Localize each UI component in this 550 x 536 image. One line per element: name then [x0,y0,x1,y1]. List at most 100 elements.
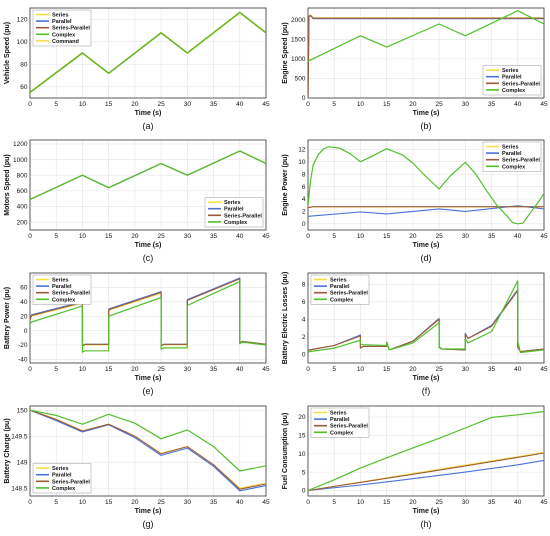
x-tick-label: 35 [210,499,218,506]
y-tick-label: 5 [302,469,306,476]
series-group [30,11,266,94]
y-tick-label: 4 [302,196,306,203]
x-tick-label: 0 [28,233,32,240]
y-axis-label: Engine Speed (pu) [282,22,289,83]
series-line-series-parallel [308,14,544,98]
y-tick-label: 2 [302,209,306,216]
x-tick-label: 35 [488,101,496,108]
series-line-parallel [308,459,544,492]
x-tick-label: 45 [262,233,270,240]
y-tick-label: 500 [295,76,306,83]
legend-entry: Complex [502,88,526,94]
series-line-complex [308,410,544,492]
legend-entry: Complex [52,486,76,492]
x-tick-label: 10 [357,101,365,108]
series-line-complex [308,10,544,62]
legend-entry: Complex [330,297,354,303]
series-group [30,277,266,353]
x-tick-label: 0 [28,499,32,506]
y-tick-label: 1000 [291,56,306,63]
x-tick-label: 0 [306,499,310,506]
series-line-parallel [30,409,266,492]
y-tick-label: 2 [302,334,306,341]
y-tick-label: 600 [17,188,28,195]
legend-entry: Series-Parallel [52,479,90,485]
x-axis-label: Time (s) [135,110,162,117]
y-tick-label: 10 [298,451,306,458]
panel-label: (d) [421,253,432,263]
chart-panel-g: 0 5 10 15 20 25 30 35 40 45 148.5 149 149.5 150 Time (… [4,405,270,529]
legend-entry: Complex [224,220,248,226]
x-tick-label: 10 [79,233,87,240]
legend-entry: Parallel [52,284,72,290]
x-tick-label: 25 [157,366,165,373]
x-tick-label: 5 [332,101,336,108]
x-tick-label: 10 [357,499,365,506]
x-tick-label: 15 [383,499,391,506]
y-tick-label: 1500 [291,37,306,44]
series-line-parallel [308,205,544,217]
y-tick-label: 8 [302,282,306,289]
y-tick-label: 12 [298,147,306,154]
series-line-complex [308,146,544,225]
series-group [308,280,544,354]
x-tick-label: 30 [462,366,470,373]
legend-entry: Complex [52,32,76,38]
legend-entry: Parallel [52,19,72,25]
y-tick-label: 80 [20,61,28,68]
series-group [30,150,266,201]
series-line-complex [30,281,266,353]
x-tick-label: 30 [184,499,192,506]
y-tick-label: 1000 [13,157,28,164]
y-axis-label: Engine Power (pu) [282,154,289,215]
x-tick-label: 20 [409,233,417,240]
x-tick-label: 40 [514,499,522,506]
chart-panel-d: 0 5 10 15 20 25 30 35 40 45 0 2 4 6 8 10 12 Time (s) Engin… [282,139,548,263]
x-tick-label: 25 [157,101,165,108]
x-tick-label: 45 [262,101,270,108]
x-tick-label: 5 [54,233,58,240]
x-tick-label: 0 [28,101,32,108]
x-tick-label: 15 [383,233,391,240]
x-tick-label: 10 [79,366,87,373]
panel-label: (e) [143,386,154,396]
legend-entry: Series-Parallel [330,424,368,430]
x-tick-label: 25 [435,101,443,108]
x-tick-label: 15 [105,499,113,506]
x-tick-label: 45 [540,101,548,108]
y-axis-label: Vehicle Speed (pu) [4,22,11,84]
x-tick-label: 0 [306,366,310,373]
y-tick-label: 200 [17,219,28,226]
x-tick-label: 45 [540,233,548,240]
x-tick-label: 35 [488,499,496,506]
x-tick-label: 20 [131,233,139,240]
x-tick-label: 15 [105,233,113,240]
x-tick-label: 40 [514,101,522,108]
plot-frame [29,139,267,231]
x-tick-label: 15 [383,101,391,108]
x-tick-label: 5 [332,499,336,506]
y-tick-label: 40 [20,299,28,306]
x-tick-label: 25 [157,499,165,506]
chart-panel-c: 0 5 10 15 20 25 30 35 40 45 200 400 600 800 1000 1200 Ti… [4,139,270,263]
y-tick-label: 60 [20,84,28,91]
legend-entry: Series [502,68,519,74]
legend-entry: Parallel [224,207,244,213]
x-tick-label: 30 [462,101,470,108]
plot-frame [307,272,545,364]
x-tick-label: 35 [488,233,496,240]
y-tick-label: 400 [17,204,28,211]
legend-entry: Complex [502,164,526,170]
legend-entry: Parallel [502,75,522,81]
x-axis-label: Time (s) [413,242,440,249]
x-tick-label: 25 [435,499,443,506]
series-line-complex [30,11,266,93]
y-axis-label: Fuel Consumption (pu) [282,413,289,490]
x-tick-label: 30 [184,101,192,108]
legend-entry: Parallel [52,473,72,479]
x-tick-label: 5 [54,499,58,506]
